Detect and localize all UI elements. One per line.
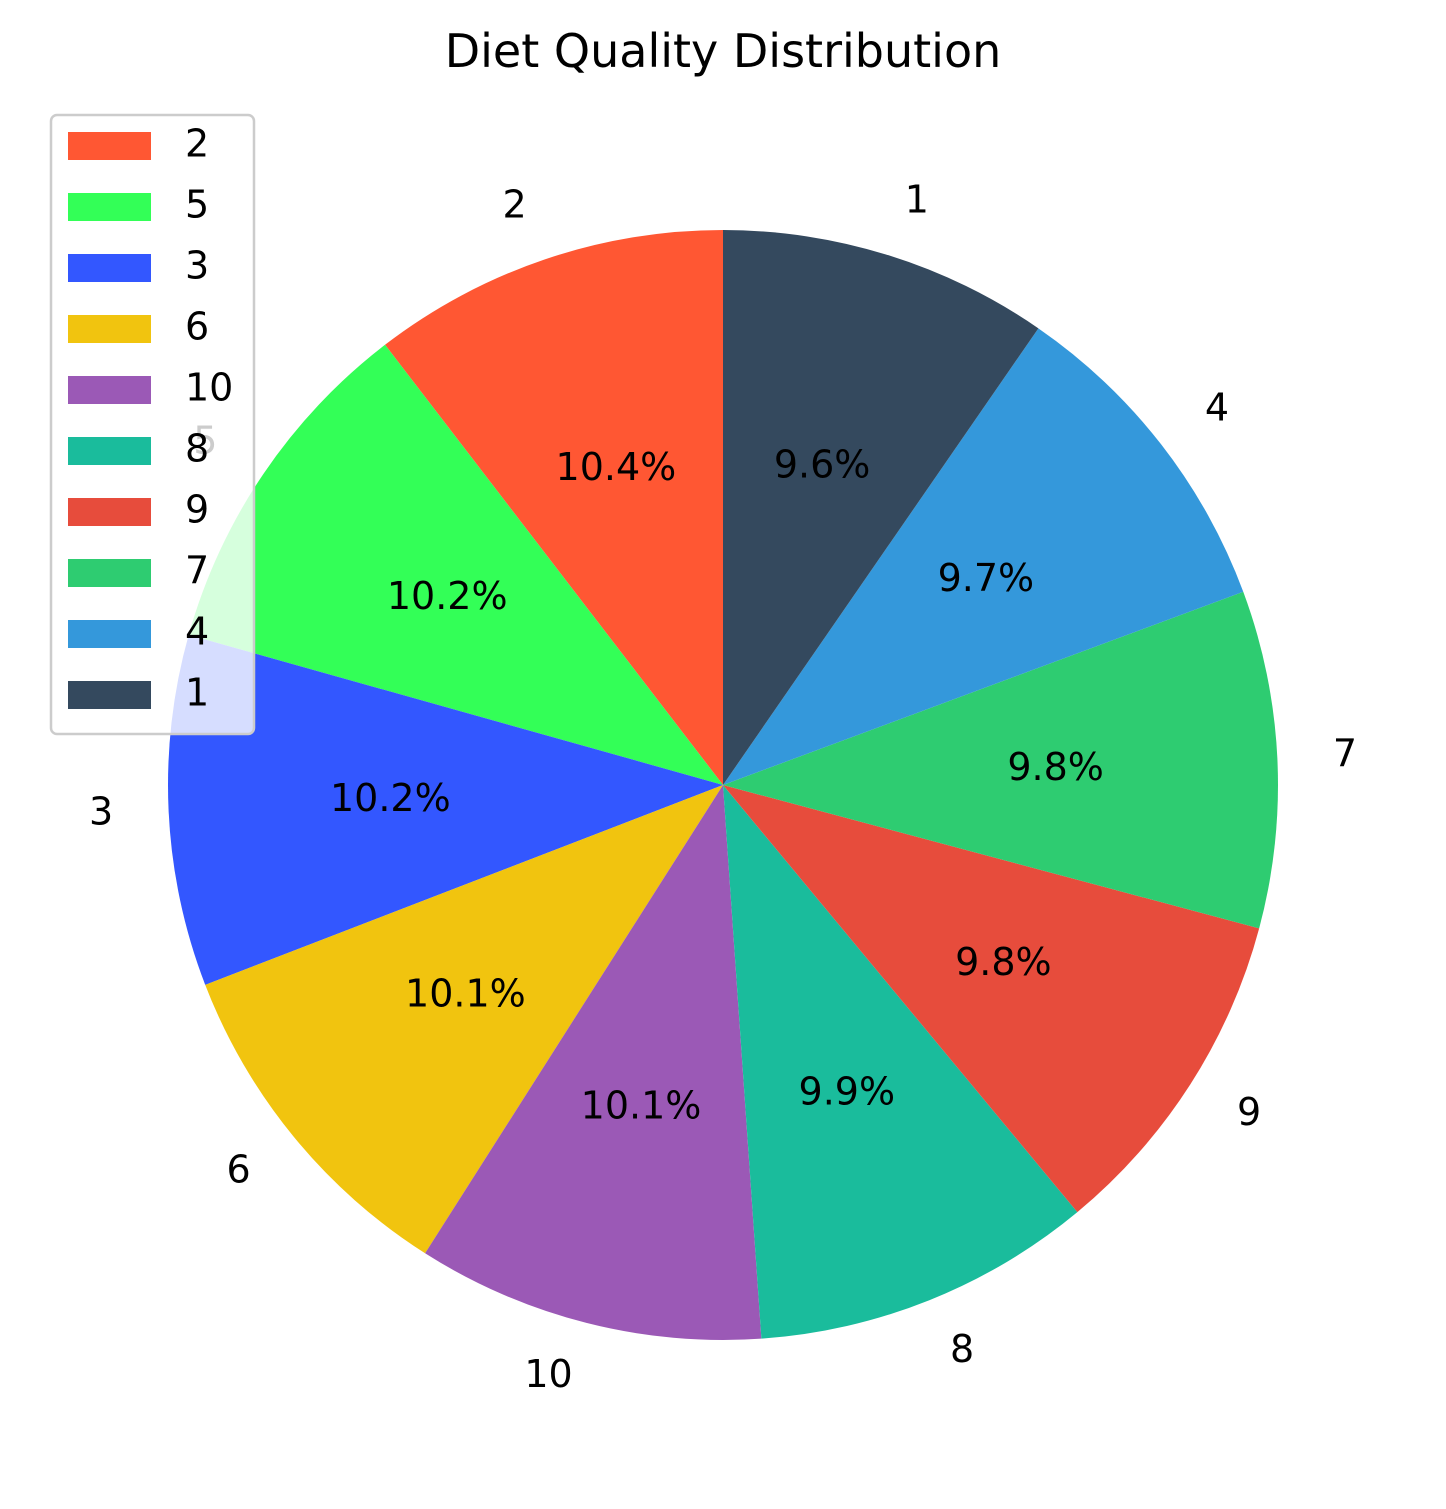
slice-label-9: 9 bbox=[1237, 1090, 1261, 1134]
legend-swatch-7 bbox=[68, 559, 151, 587]
legend-label-4: 4 bbox=[185, 610, 209, 654]
slice-percent-10: 10.1% bbox=[581, 1083, 702, 1127]
legend-items: 2 5 3 6 10 8 9 7 4 1 bbox=[68, 122, 233, 715]
legend-swatch-1 bbox=[68, 681, 151, 709]
legend-label-6: 6 bbox=[185, 305, 209, 349]
slice-label-1: 1 bbox=[905, 178, 929, 222]
legend-swatch-3 bbox=[68, 254, 151, 282]
slice-label-6: 6 bbox=[227, 1147, 251, 1191]
slice-percent-labels: 10.4% 10.2% 10.2% 10.1% 10.1% 9.9% 9.8% 9.8% 9.7… bbox=[330, 443, 1104, 1128]
pie-slice-9 bbox=[723, 785, 1260, 1213]
legend-swatch-8 bbox=[68, 437, 151, 465]
slice-percent-4: 9.7% bbox=[938, 556, 1035, 600]
legend-label-7: 7 bbox=[185, 549, 209, 593]
pie-slice-6 bbox=[205, 785, 723, 1254]
slice-percent-7: 9.8% bbox=[1007, 745, 1104, 789]
legend-swatch-5 bbox=[68, 193, 151, 221]
pie-slice-8 bbox=[723, 785, 1078, 1339]
legend-swatch-9 bbox=[68, 498, 151, 526]
pie-slice-2 bbox=[385, 230, 723, 785]
slice-category-labels: 2 5 3 6 10 8 9 7 4 1 bbox=[89, 178, 1357, 1397]
slice-label-4: 4 bbox=[1205, 386, 1229, 430]
legend: 2 5 3 6 10 8 9 7 4 1 bbox=[49, 113, 256, 736]
legend-label-9: 9 bbox=[185, 488, 209, 532]
legend-swatch-2 bbox=[68, 132, 151, 160]
pie-slices bbox=[167, 230, 1278, 1341]
legend-label-3: 3 bbox=[185, 244, 209, 288]
chart-title: Diet Quality Distribution bbox=[445, 24, 1002, 78]
slice-label-3: 3 bbox=[89, 789, 113, 833]
legend-label-8: 8 bbox=[185, 427, 209, 471]
slice-percent-8: 9.9% bbox=[799, 1070, 896, 1114]
legend-label-10: 10 bbox=[185, 366, 233, 410]
legend-swatch-6 bbox=[68, 315, 151, 343]
legend-swatch-4 bbox=[68, 620, 151, 648]
slice-percent-9: 9.8% bbox=[955, 940, 1052, 984]
slice-label-8: 8 bbox=[950, 1327, 974, 1371]
slice-label-10: 10 bbox=[524, 1352, 572, 1396]
slice-percent-6: 10.1% bbox=[405, 971, 526, 1015]
slice-percent-2: 10.4% bbox=[556, 445, 677, 489]
slice-percent-3: 10.2% bbox=[330, 776, 451, 820]
pie-slice-7 bbox=[723, 591, 1278, 929]
pie-slice-5 bbox=[188, 344, 724, 785]
legend-label-2: 2 bbox=[185, 122, 209, 166]
pie-slice-3 bbox=[167, 634, 723, 985]
legend-label-1: 1 bbox=[185, 671, 209, 715]
slice-label-2: 2 bbox=[502, 182, 526, 226]
legend-swatch-10 bbox=[68, 376, 151, 404]
pie-slice-10 bbox=[425, 785, 762, 1341]
slice-percent-1: 9.6% bbox=[774, 443, 871, 487]
slice-label-7: 7 bbox=[1333, 732, 1357, 776]
pie-slice-4 bbox=[723, 328, 1244, 785]
slice-percent-5: 10.2% bbox=[387, 574, 508, 618]
pie-slice-1 bbox=[723, 230, 1039, 785]
legend-label-5: 5 bbox=[185, 183, 209, 227]
